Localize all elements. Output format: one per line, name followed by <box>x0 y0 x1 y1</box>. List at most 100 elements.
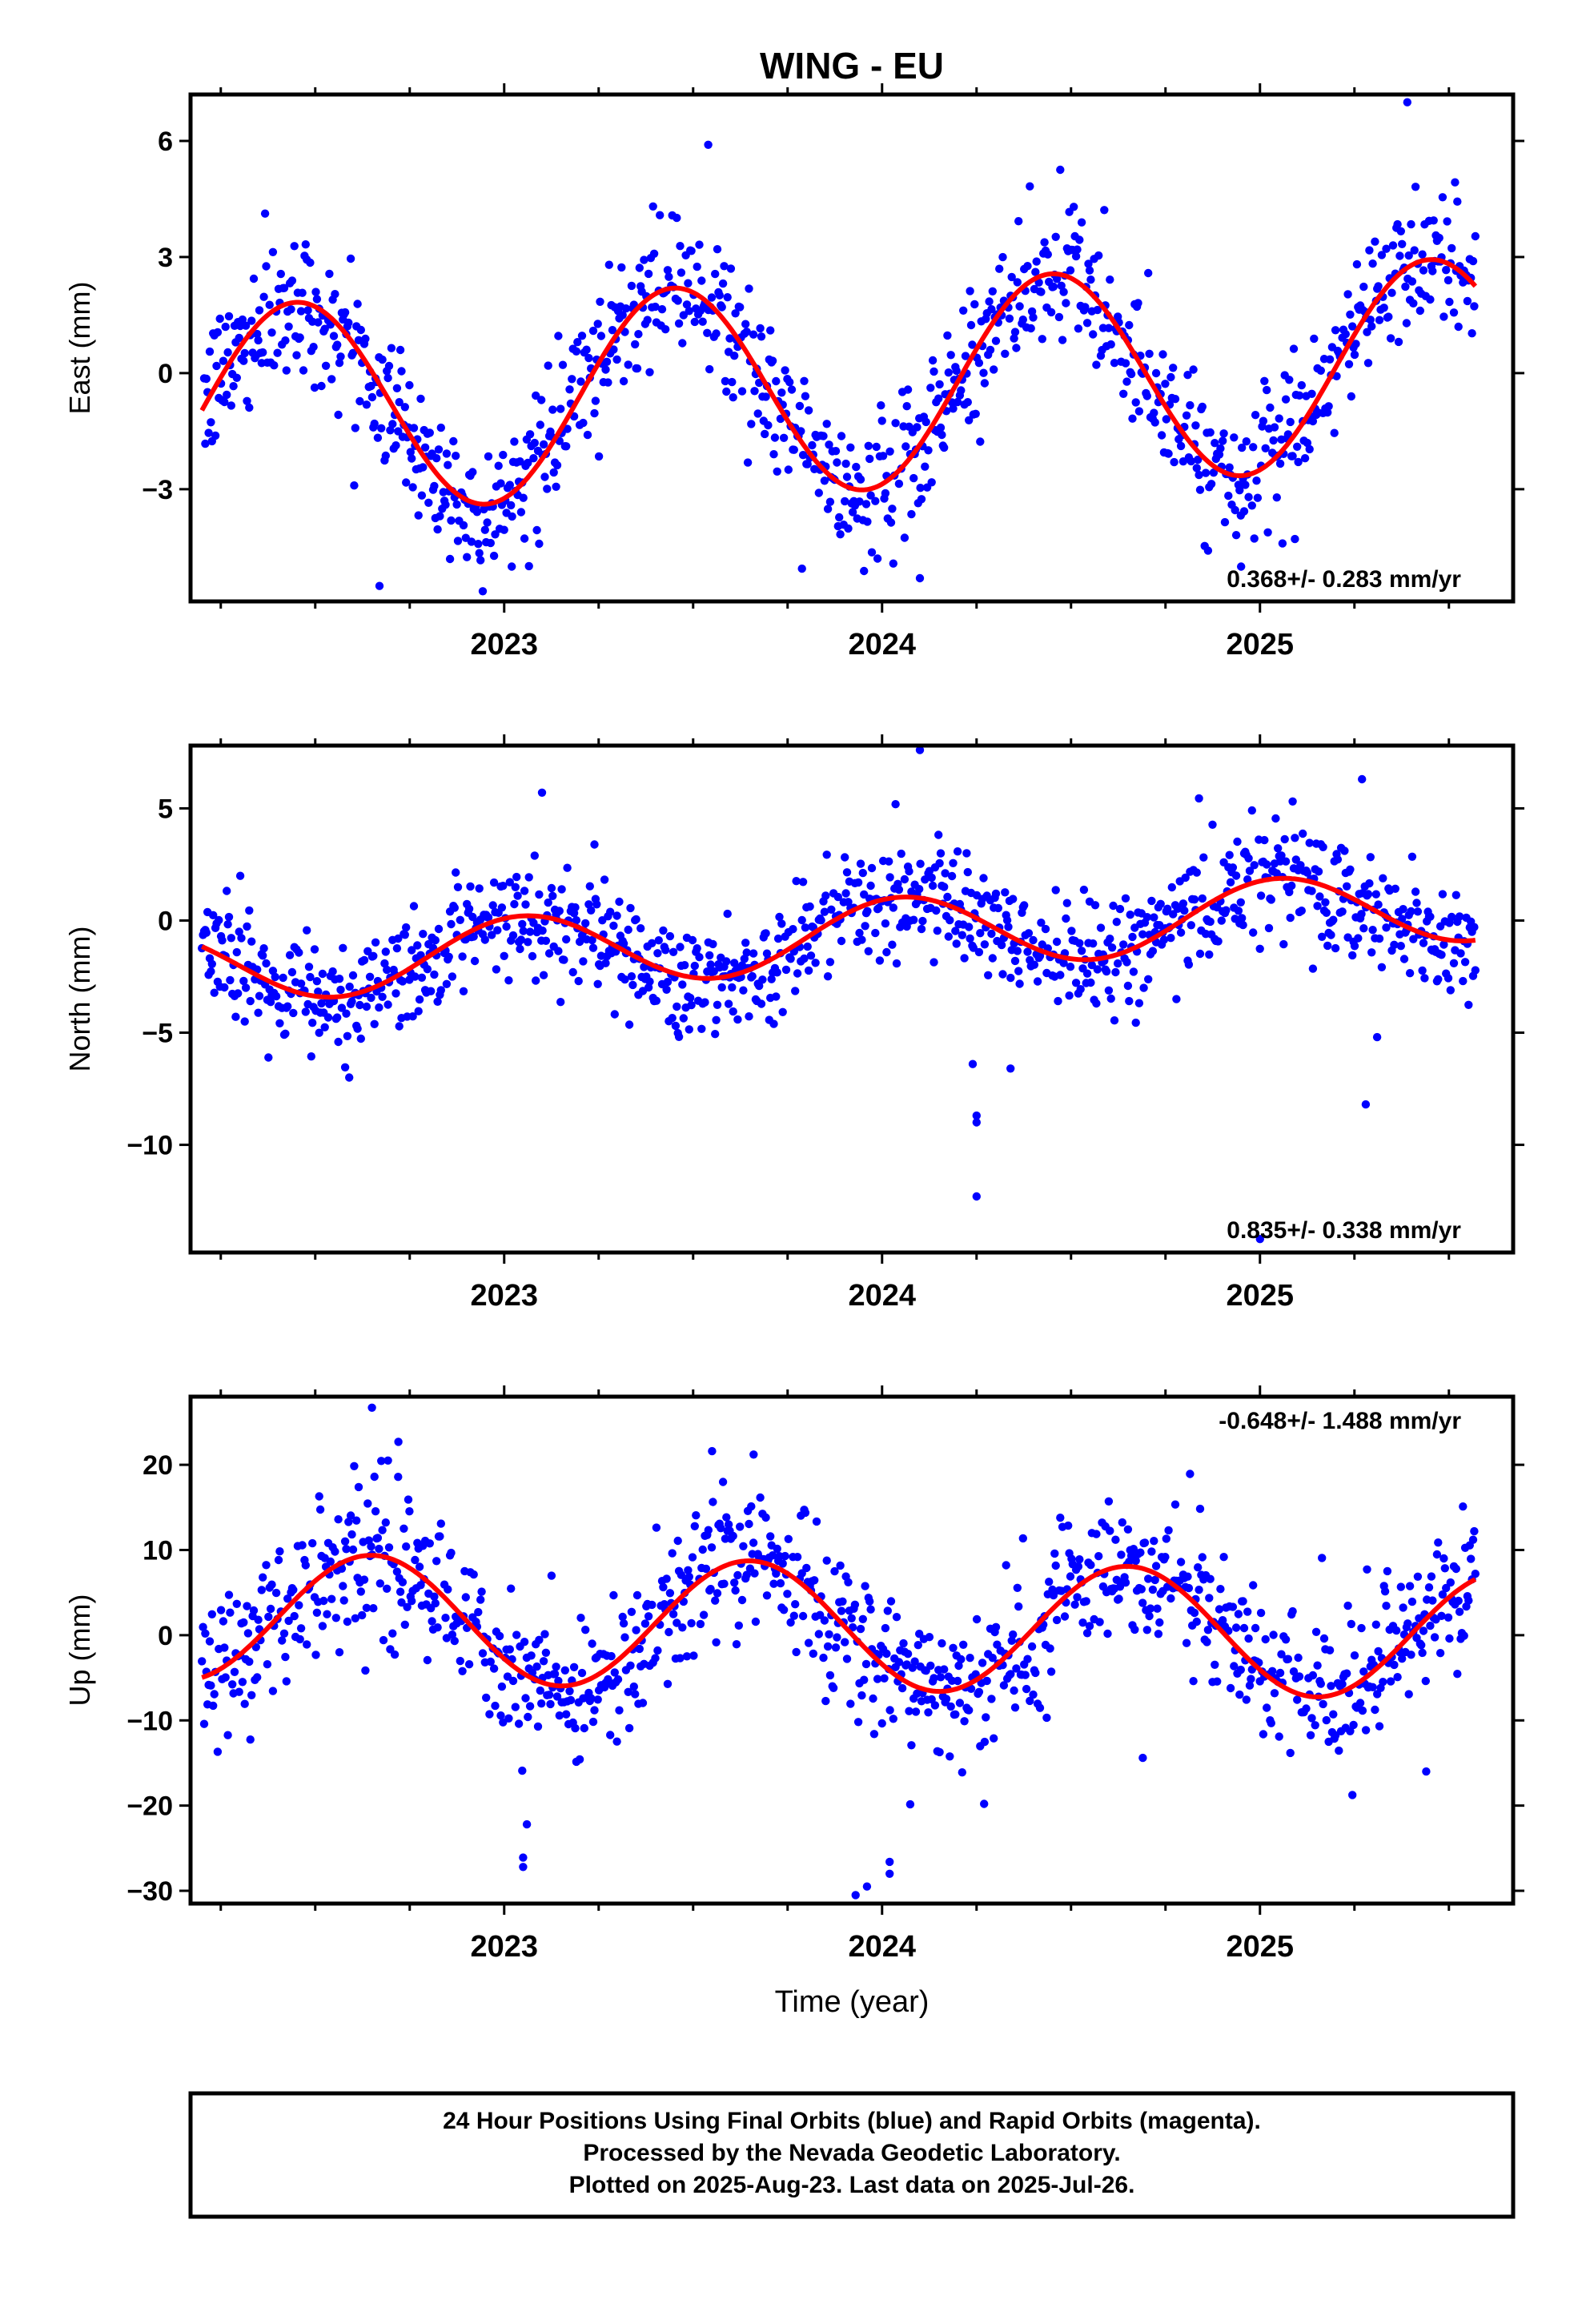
north-data-point-431 <box>717 983 726 992</box>
north-data-point-267 <box>524 938 532 947</box>
east-data-point-252 <box>500 525 508 534</box>
east-data-point-960 <box>1374 282 1383 291</box>
up-data-point-167 <box>402 1542 411 1551</box>
north-data-point-664 <box>998 970 1007 979</box>
east-data-point-875 <box>1269 436 1278 445</box>
north-data-point-970 <box>1374 900 1383 909</box>
north-data-point-41 <box>245 906 254 915</box>
east-data-point-164 <box>396 345 405 355</box>
up-data-point-554 <box>880 1674 889 1683</box>
east-data-point-1016 <box>1443 275 1453 285</box>
up-data-point-482 <box>793 1553 802 1562</box>
up-data-point-10 <box>209 1701 218 1711</box>
east-data-point-107 <box>327 375 336 384</box>
up-data-point-662 <box>1007 1636 1016 1645</box>
up-data-point-766 <box>1136 1548 1145 1557</box>
north-data-point-547 <box>861 922 869 931</box>
up-data-point-404 <box>699 1610 709 1619</box>
north-data-point-998 <box>1407 852 1417 862</box>
north-data-point-855 <box>1236 898 1246 907</box>
up-data-point-123 <box>351 1614 359 1623</box>
east-data-point-84 <box>299 366 308 375</box>
east-data-point-410 <box>697 276 706 285</box>
up-data-point-721 <box>1082 1597 1090 1606</box>
north-y-axis-label: North (mm) <box>63 927 96 1072</box>
up-data-point-153 <box>384 1543 394 1552</box>
up-data-point-995 <box>1417 1641 1426 1650</box>
up-data-point-597 <box>930 1674 938 1683</box>
north-data-point-398 <box>678 980 687 989</box>
east-data-point-586 <box>913 423 921 432</box>
north-data-point-117 <box>336 985 345 995</box>
up-data-point-944 <box>1357 1623 1366 1633</box>
up-data-point-185 <box>423 1655 432 1665</box>
up-data-point-629 <box>966 1684 976 1693</box>
up-data-point-684 <box>1035 1703 1045 1712</box>
east-data-point-940 <box>1350 350 1359 360</box>
up-data-point-139 <box>369 1604 378 1613</box>
north-data-point-783 <box>1150 913 1158 922</box>
east-data-point-278 <box>532 391 540 400</box>
up-data-point-174 <box>411 1555 420 1565</box>
east-data-point-805 <box>1176 441 1186 451</box>
north-data-point-164 <box>395 1022 404 1031</box>
up-data-point-564 <box>892 1613 901 1622</box>
east-data-point-570 <box>891 419 900 428</box>
north-data-point-887 <box>1277 851 1286 860</box>
east-data-point-163 <box>395 398 404 407</box>
east-data-point-478 <box>777 388 786 397</box>
up-data-point-172 <box>408 1597 416 1606</box>
up-data-point-829 <box>1211 1660 1219 1669</box>
east-data-point-424 <box>713 245 722 254</box>
north-data-point-566 <box>882 947 891 957</box>
up-data-point-398 <box>690 1522 699 1531</box>
up-data-point-19 <box>221 1673 230 1682</box>
east-data-point-829 <box>1207 480 1216 489</box>
north-data-point-184 <box>419 930 428 939</box>
up-y-axis-label: Up (mm) <box>63 1594 96 1707</box>
east-data-point-431 <box>721 376 730 386</box>
up-data-point-22 <box>224 1590 234 1599</box>
east-data-point-717 <box>1070 203 1078 211</box>
north-data-point-509 <box>811 959 820 967</box>
east-data-point-847 <box>1231 505 1239 515</box>
up-y-tick-label: −20 <box>126 1791 173 1822</box>
north-data-point-913 <box>1308 964 1318 973</box>
up-data-point-987 <box>1407 1651 1415 1659</box>
north-tick-marks <box>179 734 1524 1264</box>
east-data-point-400 <box>685 307 693 316</box>
north-data-point-133 <box>356 1034 365 1043</box>
up-data-point-1012 <box>1438 1590 1447 1599</box>
north-data-point-183 <box>417 973 427 983</box>
up-data-point-1011 <box>1437 1611 1446 1621</box>
up-data-point-823 <box>1203 1626 1213 1634</box>
north-data-point-722 <box>1076 985 1085 994</box>
north-data-point-141 <box>365 972 375 982</box>
up-data-point-273 <box>539 1657 548 1666</box>
north-data-point-897 <box>1288 797 1297 806</box>
up-data-point-921 <box>1329 1710 1338 1719</box>
north-data-point-704 <box>1052 937 1062 947</box>
up-data-point-217 <box>464 1660 474 1669</box>
north-data-point-579 <box>897 849 905 858</box>
up-data-point-539 <box>861 1582 869 1590</box>
east-data-point-1013 <box>1439 312 1448 321</box>
up-data-point-892 <box>1289 1667 1299 1676</box>
north-data-point-950 <box>1350 942 1359 951</box>
up-data-point-197 <box>436 1519 445 1528</box>
footer-line-1: 24 Hour Positions Using Final Orbits (bl… <box>443 2108 1261 2134</box>
north-data-point-991 <box>1399 955 1409 963</box>
east-data-point-1037 <box>1470 302 1479 311</box>
up-data-point-992 <box>1413 1572 1423 1582</box>
up-data-point-836 <box>1219 1553 1228 1562</box>
north-data-point-685 <box>1024 929 1034 938</box>
north-data-point-406 <box>687 1000 696 1010</box>
up-data-point-611 <box>946 1702 955 1711</box>
up-data-point-168 <box>403 1602 412 1612</box>
east-data-point-818 <box>1194 455 1203 464</box>
north-data-point-673 <box>1009 895 1018 903</box>
east-data-point-153 <box>383 373 392 383</box>
up-data-point-848 <box>1234 1610 1243 1618</box>
east-data-point-536 <box>846 443 855 452</box>
